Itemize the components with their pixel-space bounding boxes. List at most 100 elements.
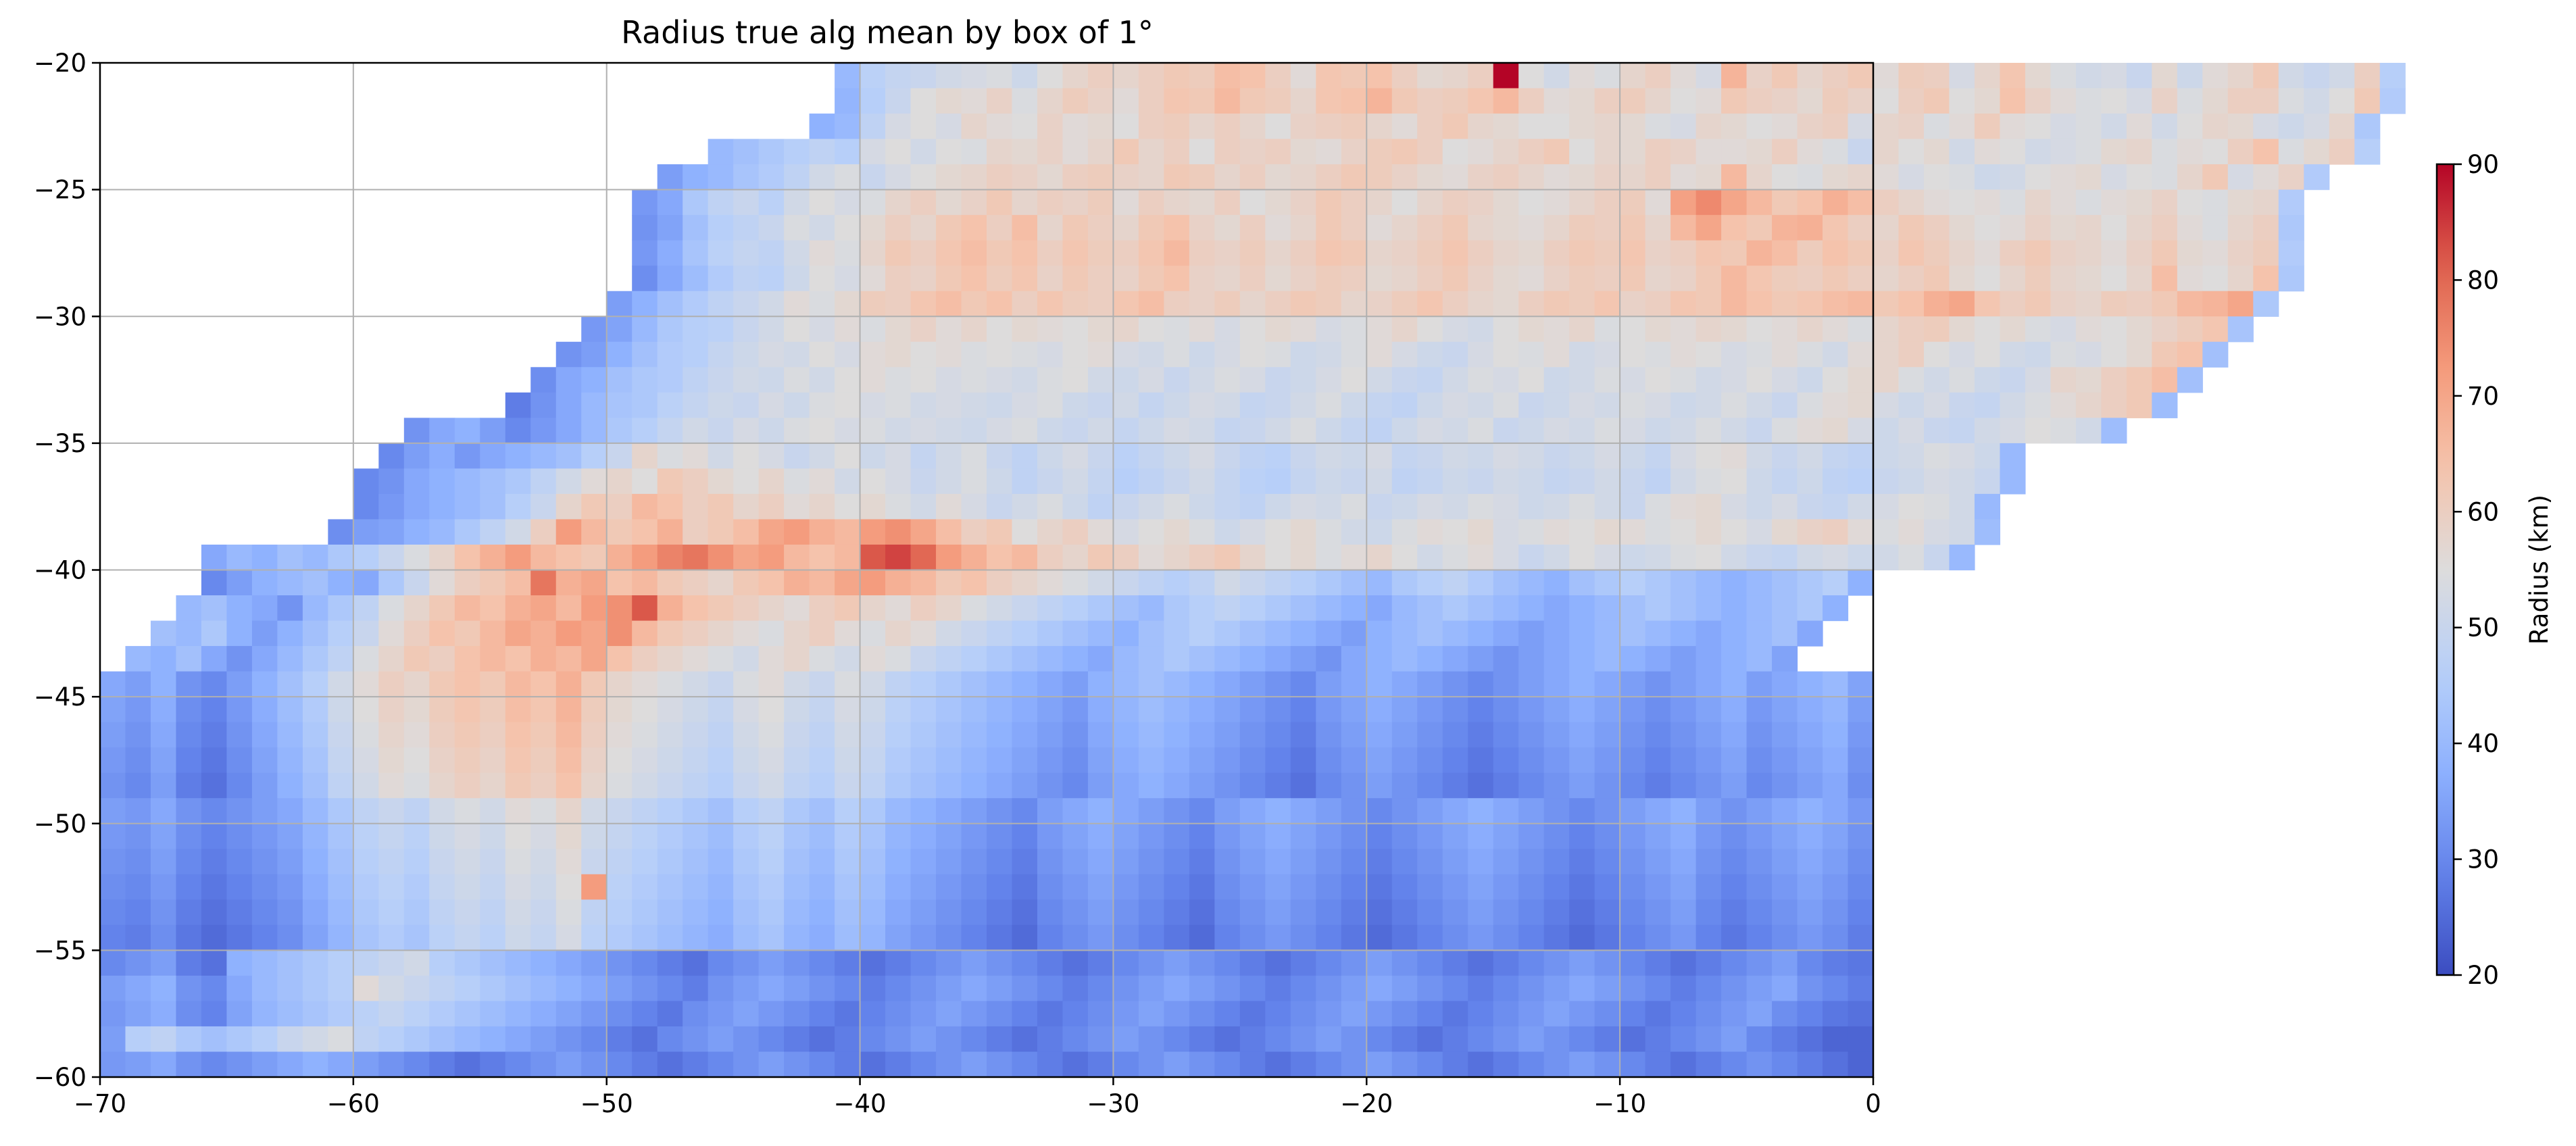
heatmap-cell [1164,924,1190,951]
heatmap-cell [1062,367,1089,393]
heatmap-cell [1543,367,1570,393]
heatmap-cell [758,189,785,216]
heatmap-cell [353,620,379,647]
heatmap-cell [2000,468,2026,495]
heatmap-cell [2000,114,2026,140]
heatmap-cell [2101,164,2127,191]
heatmap-cell [733,646,760,672]
heatmap-cell [758,950,785,976]
heatmap-cell [708,899,734,926]
heatmap-cell [1189,139,1215,165]
heatmap-cell [606,341,633,368]
heatmap-cell [1468,215,1494,241]
heatmap-cell [277,849,303,875]
heatmap-cell [1645,874,1671,900]
heatmap-cell [378,874,405,900]
heatmap-cell [1493,316,1519,343]
heatmap-cell [1138,595,1164,622]
heatmap-cell [708,570,734,596]
heatmap-cell [1265,646,1291,672]
heatmap-cell [1366,620,1393,647]
heatmap-cell [1493,924,1519,951]
heatmap-cell [1341,1051,1367,1078]
heatmap-cell [758,697,785,723]
heatmap-cell [1164,215,1190,241]
heatmap-cell [1265,114,1291,140]
heatmap-cell [2126,316,2152,343]
heatmap-cell [1493,899,1519,926]
heatmap-cell [1923,215,1950,241]
heatmap-cell [1442,519,1468,545]
heatmap-cell [1164,189,1190,216]
heatmap-cell [936,1051,962,1078]
heatmap-cell [480,874,506,900]
heatmap-cell [936,493,962,520]
heatmap-cell [2025,164,2051,191]
heatmap-cell [1265,747,1291,774]
heatmap-cell [1239,899,1266,926]
heatmap-cell [581,595,608,622]
heatmap-cell [403,443,430,469]
heatmap-cell [1823,595,1849,622]
heatmap-cell [454,1026,480,1053]
heatmap-cell [936,139,962,165]
heatmap-cell [2177,367,2203,393]
heatmap-cell [328,595,354,622]
heatmap-cell [2075,63,2102,89]
heatmap-cell [987,291,1013,317]
heatmap-cell [1316,468,1342,495]
heatmap-cell [1823,544,1849,571]
heatmap-cell [378,519,405,545]
heatmap-cell [1797,570,1823,596]
heatmap-cell [1569,697,1595,723]
heatmap-cells [100,63,2406,1078]
heatmap-cell [1923,341,1950,368]
heatmap-cell [1569,1051,1595,1078]
heatmap-cell [1189,697,1215,723]
heatmap-cell [1923,114,1950,140]
heatmap-cell [1087,519,1114,545]
heatmap-cell [1620,697,1646,723]
heatmap-cell [555,493,582,520]
heatmap-cell [1620,1001,1646,1027]
heatmap-cell [1594,88,1620,114]
heatmap-cell [1569,493,1595,520]
heatmap-cell [1923,493,1950,520]
heatmap-cell [961,798,987,824]
heatmap-cell [201,1026,228,1053]
heatmap-cell [1316,392,1342,418]
heatmap-cell [2278,114,2304,140]
heatmap-cell [176,772,202,799]
heatmap-cell [1645,468,1671,495]
heatmap-cell [1239,367,1266,393]
heatmap-cell [1087,1026,1114,1053]
heatmap-cell [784,266,810,292]
heatmap-cell [1316,215,1342,241]
heatmap-cell [1062,316,1089,343]
heatmap-cell [1113,164,1139,191]
heatmap-cell [1265,620,1291,647]
heatmap-cell [606,493,633,520]
heatmap-cell [1797,1026,1823,1053]
heatmap-cell [606,1051,633,1078]
heatmap-cell [1772,443,1798,469]
heatmap-cell [1316,722,1342,748]
heatmap-cell [835,747,861,774]
heatmap-cell [961,519,987,545]
heatmap-cell [1113,266,1139,292]
heatmap-cell [480,646,506,672]
heatmap-cell [657,189,683,216]
heatmap-cell [1087,620,1114,647]
heatmap-cell [1468,367,1494,393]
heatmap-cell [758,849,785,875]
heatmap-cell [1189,1001,1215,1027]
heatmap-cell [1468,291,1494,317]
heatmap-cell [251,544,278,571]
heatmap-cell [1797,164,1823,191]
heatmap-cell [2304,164,2330,191]
heatmap-cell [1391,468,1418,495]
heatmap-cell [835,722,861,748]
heatmap-cell [581,392,608,418]
heatmap-cell [480,1001,506,1027]
heatmap-cell [860,798,886,824]
